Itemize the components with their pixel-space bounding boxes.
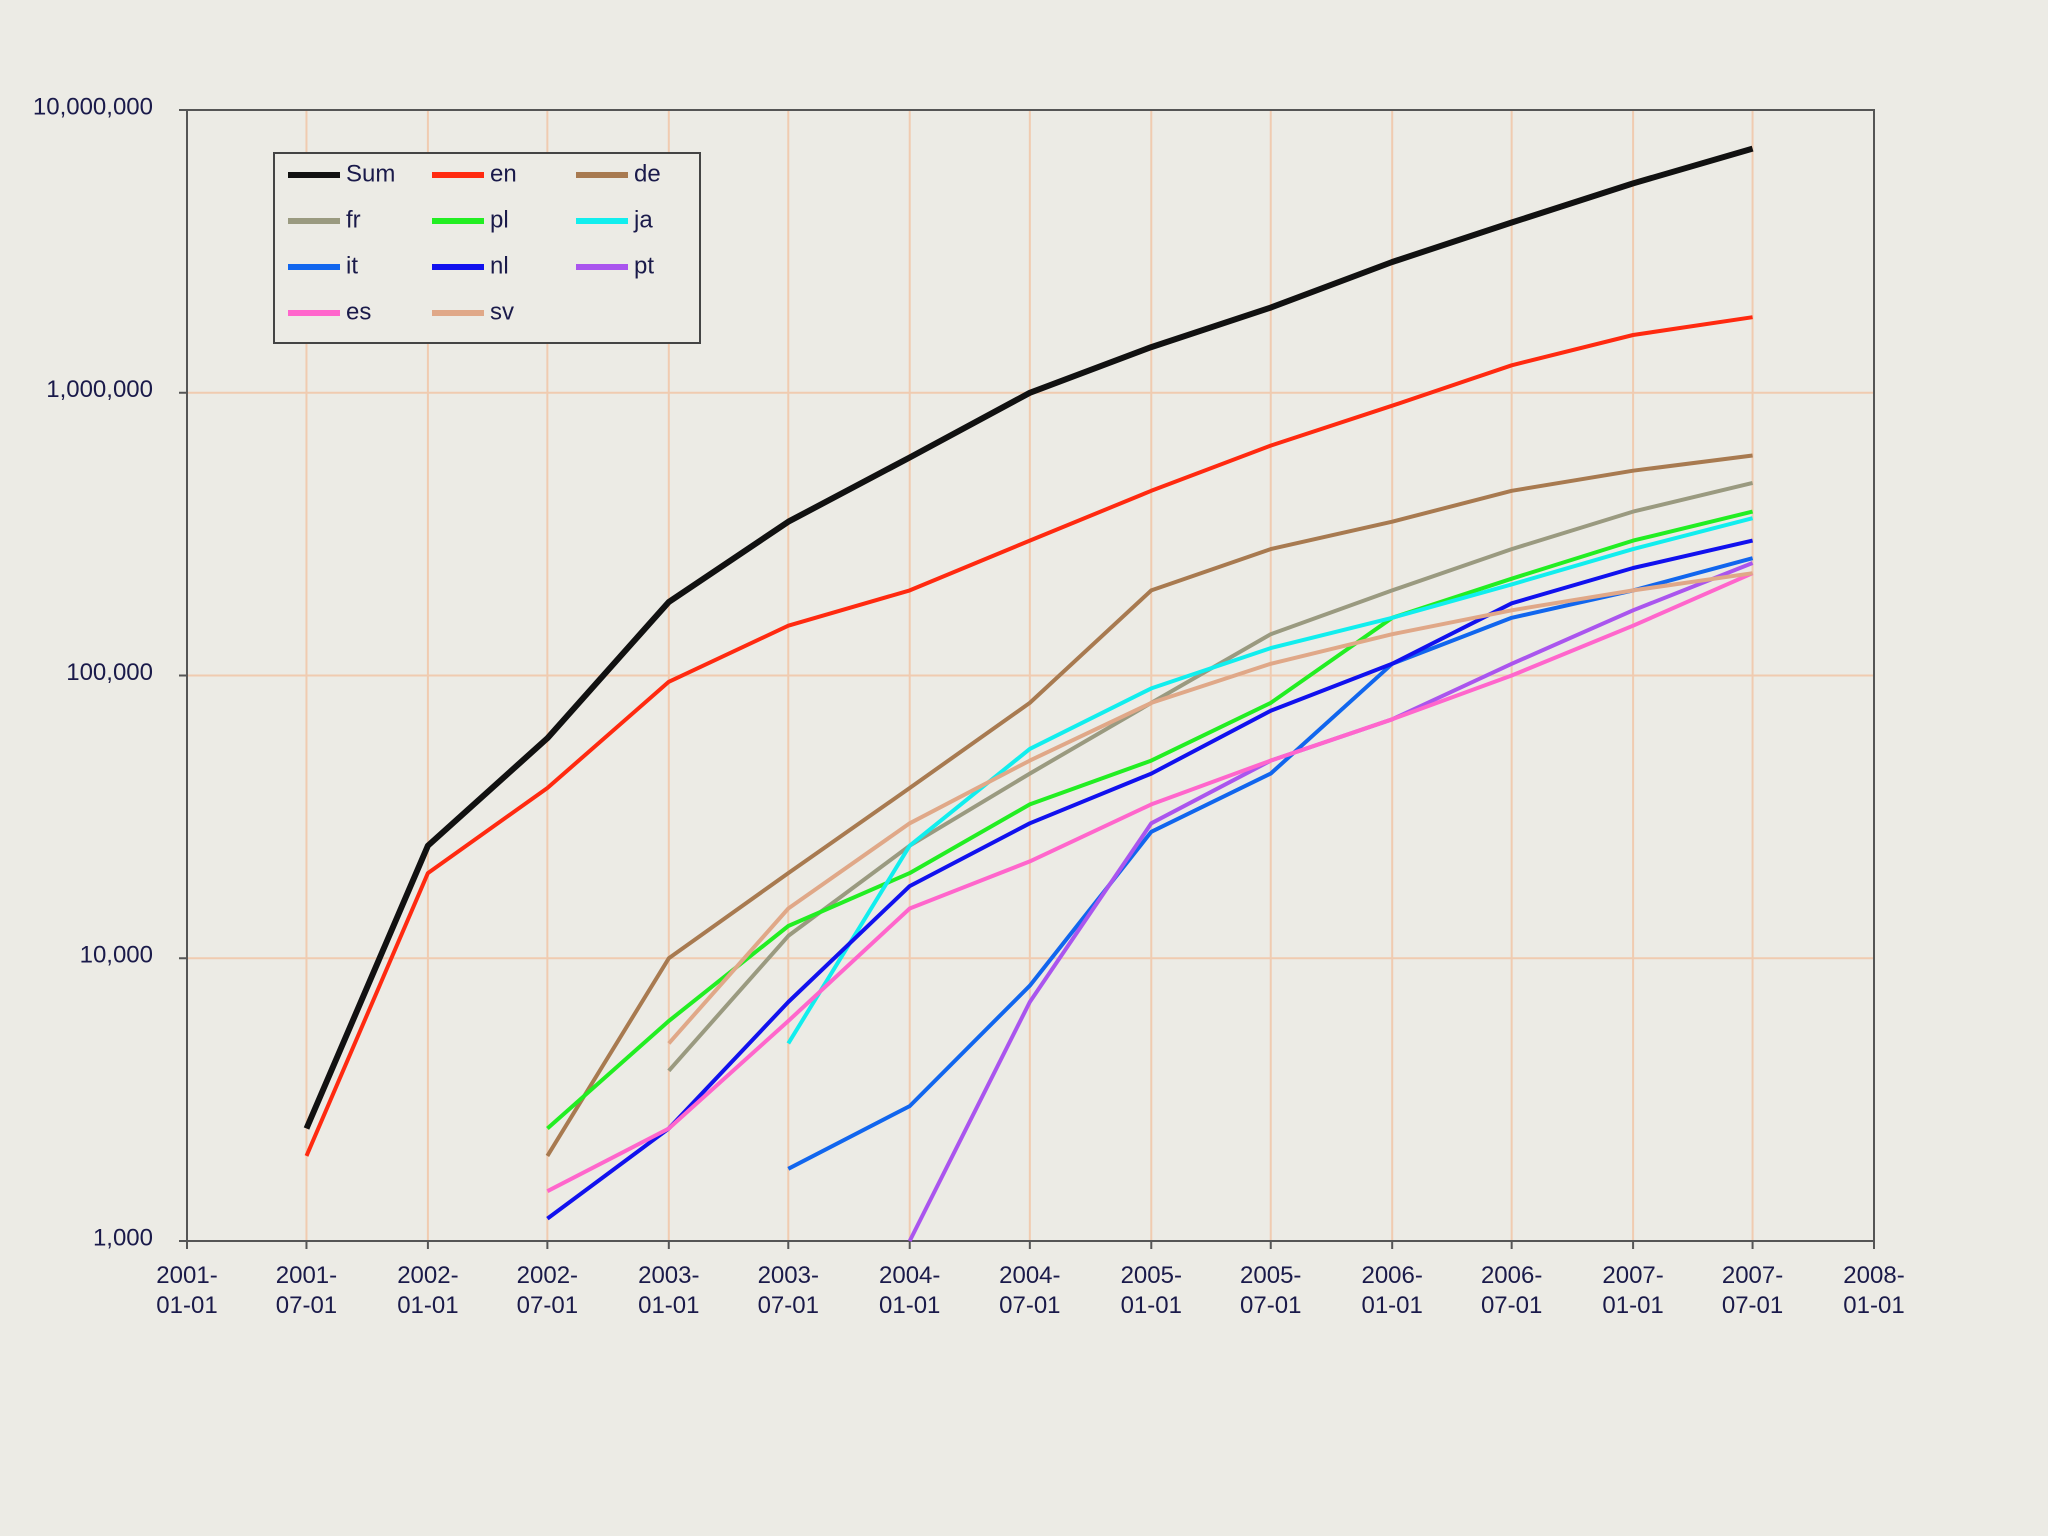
legend-label: es bbox=[346, 298, 371, 325]
series-line bbox=[546, 538, 1754, 1221]
x-tick-label: 2003-01-01 bbox=[638, 1262, 700, 1319]
legend-label: de bbox=[634, 160, 661, 187]
series-line bbox=[546, 571, 1754, 1193]
x-tick-label: 2004-01-01 bbox=[879, 1262, 941, 1319]
x-tick-label: 2002-01-01 bbox=[397, 1262, 459, 1319]
series-line bbox=[546, 509, 1754, 1130]
x-tick-label: 2006-07-01 bbox=[1480, 1262, 1543, 1319]
series-line bbox=[786, 516, 1754, 1045]
x-tick-label: 2002-07-01 bbox=[516, 1262, 579, 1319]
y-tick-label: 10,000 bbox=[80, 942, 153, 969]
legend-label: sv bbox=[490, 298, 514, 325]
series-line bbox=[667, 571, 1753, 1045]
series-line bbox=[907, 561, 1754, 1242]
series-line bbox=[545, 453, 1753, 1157]
x-tick-label: 2006-01-01 bbox=[1361, 1262, 1423, 1319]
legend-label: ja bbox=[633, 206, 653, 233]
x-tick-label: 2007-07-01 bbox=[1721, 1262, 1784, 1319]
legend-box bbox=[273, 152, 701, 344]
x-tick-label: 2001-07-01 bbox=[275, 1262, 338, 1319]
legend-label: en bbox=[490, 160, 517, 187]
series-line bbox=[303, 145, 1754, 1130]
y-tick-label: 1,000,000 bbox=[46, 376, 153, 403]
plot-frame bbox=[186, 109, 1875, 1242]
series-line bbox=[787, 556, 1754, 1171]
x-tick-label: 2007-01-01 bbox=[1602, 1262, 1664, 1319]
legend-label: nl bbox=[490, 252, 509, 279]
x-tick-label: 2005-07-01 bbox=[1240, 1262, 1302, 1319]
series-line bbox=[304, 315, 1753, 1157]
y-tick-label: 100,000 bbox=[66, 659, 153, 686]
legend-label: Sum bbox=[346, 160, 395, 187]
legend-label: it bbox=[346, 252, 358, 279]
x-tick-label: 2001-01-01 bbox=[156, 1262, 218, 1319]
x-tick-label: 2003-07-01 bbox=[757, 1262, 819, 1319]
x-tick-label: 2005-01-01 bbox=[1120, 1262, 1182, 1319]
x-tick-label: 2004-07-01 bbox=[999, 1262, 1061, 1319]
y-tick-label: 10,000,000 bbox=[33, 93, 153, 120]
x-tick-label: 2008-01-01 bbox=[1843, 1262, 1905, 1319]
legend-label: pl bbox=[490, 206, 509, 233]
legend-label: pt bbox=[634, 252, 654, 279]
y-tick-label: 1,000 bbox=[93, 1224, 153, 1251]
legend-label: fr bbox=[346, 206, 361, 233]
